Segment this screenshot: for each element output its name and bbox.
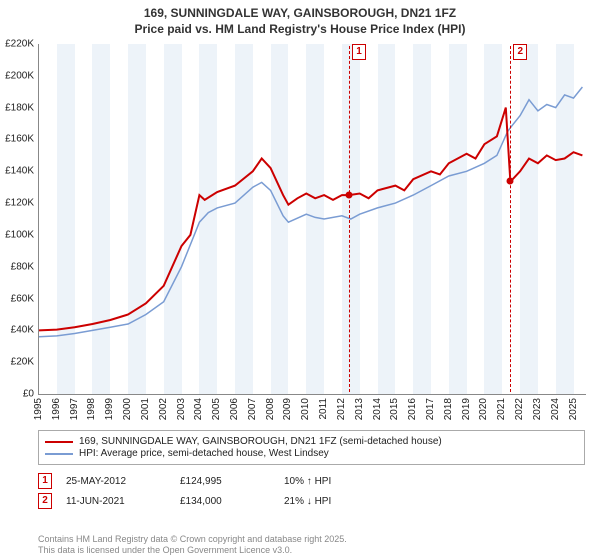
sale-delta: 21% ↓ HPI [284, 496, 394, 507]
x-tick-label: 2014 [372, 398, 383, 420]
y-tick-label: £120K [5, 198, 34, 209]
legend-swatch-hpi [45, 453, 73, 455]
x-tick-label: 2002 [158, 398, 169, 420]
x-tick-label: 2025 [568, 398, 579, 420]
x-tick-label: 2020 [478, 398, 489, 420]
sale-point [346, 192, 353, 199]
price-line [39, 108, 582, 331]
sale-row-number: 1 [38, 473, 52, 489]
x-tick-label: 2017 [425, 398, 436, 420]
sale-marker-number: 2 [513, 44, 527, 60]
x-tick-label: 2000 [122, 398, 133, 420]
sale-marker-number: 1 [352, 44, 366, 60]
x-tick-label: 1997 [69, 398, 80, 420]
sale-date: 25-MAY-2012 [66, 476, 166, 487]
x-tick-label: 2012 [336, 398, 347, 420]
y-tick-label: £180K [5, 102, 34, 113]
x-tick-label: 2024 [550, 398, 561, 420]
y-tick-label: £40K [11, 325, 34, 336]
x-tick-label: 2023 [532, 398, 543, 420]
x-tick-label: 2010 [300, 398, 311, 420]
x-tick-label: 1996 [51, 398, 62, 420]
x-tick-label: 2022 [514, 398, 525, 420]
x-tick-label: 2009 [282, 398, 293, 420]
legend-label-price: 169, SUNNINGDALE WAY, GAINSBOROUGH, DN21… [79, 436, 442, 447]
sale-price: £124,995 [180, 476, 270, 487]
x-tick-label: 2019 [461, 398, 472, 420]
sale-price: £134,000 [180, 496, 270, 507]
sales-table: 1 25-MAY-2012 £124,995 10% ↑ HPI 2 11-JUN-202… [38, 473, 585, 509]
sale-delta: 10% ↑ HPI [284, 476, 394, 487]
x-tick-label: 2003 [176, 398, 187, 420]
x-tick-label: 1998 [86, 398, 97, 420]
y-tick-label: £140K [5, 166, 34, 177]
y-tick-label: £220K [5, 39, 34, 50]
x-tick-label: 2015 [389, 398, 400, 420]
copyright-notice: Contains HM Land Registry data © Crown c… [38, 534, 347, 556]
sale-row-number: 2 [38, 493, 52, 509]
sale-row: 2 11-JUN-2021 £134,000 21% ↓ HPI [38, 493, 585, 509]
x-tick-label: 2021 [496, 398, 507, 420]
x-tick-label: 2004 [193, 398, 204, 420]
x-tick-label: 1995 [33, 398, 44, 420]
x-tick-label: 2006 [229, 398, 240, 420]
x-tick-label: 2013 [354, 398, 365, 420]
x-tick-label: 2007 [247, 398, 258, 420]
x-tick-label: 1999 [104, 398, 115, 420]
chart-title-line1: 169, SUNNINGDALE WAY, GAINSBOROUGH, DN21… [0, 6, 600, 22]
chart-plot-area: 12 [38, 44, 586, 395]
x-tick-label: 2011 [318, 398, 329, 420]
legend-swatch-price [45, 441, 73, 443]
y-tick-label: £80K [11, 261, 34, 272]
x-tick-label: 2018 [443, 398, 454, 420]
sale-point [507, 177, 514, 184]
legend: 169, SUNNINGDALE WAY, GAINSBOROUGH, DN21… [38, 430, 585, 513]
x-tick-label: 2001 [140, 398, 151, 420]
x-tick-label: 2005 [211, 398, 222, 420]
legend-row-price: 169, SUNNINGDALE WAY, GAINSBOROUGH, DN21… [45, 436, 578, 447]
y-tick-label: £100K [5, 229, 34, 240]
y-tick-label: £160K [5, 134, 34, 145]
legend-label-hpi: HPI: Average price, semi-detached house,… [79, 448, 329, 459]
chart-title-line2: Price paid vs. HM Land Registry's House … [0, 22, 600, 38]
x-tick-label: 2016 [407, 398, 418, 420]
x-tick-label: 2008 [265, 398, 276, 420]
legend-row-hpi: HPI: Average price, semi-detached house,… [45, 448, 578, 459]
sale-date: 11-JUN-2021 [66, 496, 166, 507]
y-tick-label: £200K [5, 70, 34, 81]
y-tick-label: £60K [11, 293, 34, 304]
sale-row: 1 25-MAY-2012 £124,995 10% ↑ HPI [38, 473, 585, 489]
y-tick-label: £20K [11, 357, 34, 368]
